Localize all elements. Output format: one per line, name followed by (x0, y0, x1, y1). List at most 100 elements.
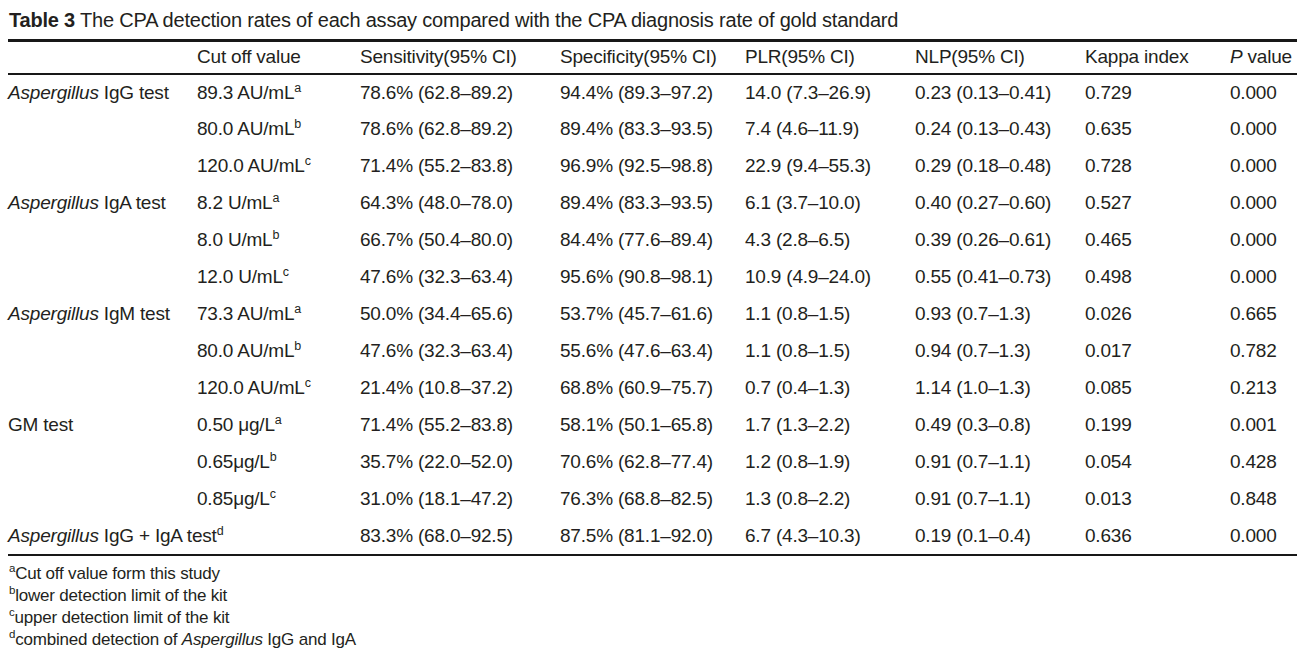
cell-sensitivity: 47.6% (32.3–63.4) (360, 259, 560, 296)
cell-plr: 1.3 (0.8–2.2) (745, 481, 915, 518)
cell-cutoff: 8.0 U/mLb (197, 222, 360, 259)
cell-assay (8, 481, 197, 518)
cell-nlp: 0.94 (0.7–1.3) (915, 333, 1085, 370)
assay-name: IgM test (99, 303, 170, 324)
footnote-text: combined detection of (15, 630, 182, 649)
pvalue-rest: value (1242, 46, 1292, 67)
cell-sensitivity: 71.4% (55.2–83.8) (360, 407, 560, 444)
cell-plr: 7.4 (4.6–11.9) (745, 111, 915, 148)
cell-kappa: 0.636 (1085, 518, 1230, 555)
cell-specificity: 53.7% (45.7–61.6) (560, 296, 745, 333)
table-row: Aspergillus IgA test 8.2 U/mLa 64.3% (48… (8, 185, 1297, 222)
cell-nlp: 0.91 (0.7–1.1) (915, 444, 1085, 481)
cell-plr: 1.2 (0.8–1.9) (745, 444, 915, 481)
cell-nlp: 0.39 (0.26–0.61) (915, 222, 1085, 259)
cell-plr: 10.9 (4.9–24.0) (745, 259, 915, 296)
cell-specificity: 96.9% (92.5–98.8) (560, 148, 745, 185)
cell-pvalue: 0.000 (1230, 185, 1297, 222)
cell-pvalue: 0.000 (1230, 148, 1297, 185)
footnote-text: lower detection limit of the kit (15, 586, 227, 605)
cell-plr: 22.9 (9.4–55.3) (745, 148, 915, 185)
cell-nlp: 1.14 (1.0–1.3) (915, 370, 1085, 407)
assay-name: IgA test (99, 192, 166, 213)
cell-assay: Aspergillus IgM test (8, 296, 197, 333)
footnote: cupper detection limit of the kit (9, 607, 1297, 629)
cutoff-footnote-marker: b (294, 117, 301, 131)
table-row: 0.65μg/Lb 35.7% (22.0–52.0) 70.6% (62.8–… (8, 444, 1297, 481)
cell-nlp: 0.49 (0.3–0.8) (915, 407, 1085, 444)
cell-specificity: 95.6% (90.8–98.1) (560, 259, 745, 296)
column-header-specificity: Specificity(95% CI) (560, 41, 745, 74)
table-number: Table 3 (9, 9, 75, 31)
cell-nlp: 0.91 (0.7–1.1) (915, 481, 1085, 518)
cell-pvalue: 0.428 (1230, 444, 1297, 481)
cell-pvalue: 0.001 (1230, 407, 1297, 444)
assay-name: IgG test (99, 82, 169, 103)
cell-nlp: 0.55 (0.41–0.73) (915, 259, 1085, 296)
cutoff-value: 0.65μg/L (197, 451, 270, 472)
cell-specificity: 94.4% (89.3–97.2) (560, 74, 745, 111)
cell-cutoff: 80.0 AU/mLb (197, 111, 360, 148)
cell-sensitivity: 78.6% (62.8–89.2) (360, 74, 560, 111)
cutoff-value: 120.0 AU/mL (197, 377, 305, 398)
cell-nlp: 0.19 (0.1–0.4) (915, 518, 1085, 555)
cell-plr: 4.3 (2.8–6.5) (745, 222, 915, 259)
assay-genus: Aspergillus (8, 192, 99, 213)
cell-pvalue: 0.000 (1230, 74, 1297, 111)
cell-kappa: 0.635 (1085, 111, 1230, 148)
cell-sensitivity: 71.4% (55.2–83.8) (360, 148, 560, 185)
cell-sensitivity: 78.6% (62.8–89.2) (360, 111, 560, 148)
cutoff-footnote-marker: b (270, 450, 277, 464)
cell-plr: 1.7 (1.3–2.2) (745, 407, 915, 444)
cell-kappa: 0.026 (1085, 296, 1230, 333)
cell-kappa: 0.465 (1085, 222, 1230, 259)
cell-kappa: 0.085 (1085, 370, 1230, 407)
column-header-nlp: NLP(95% CI) (915, 41, 1085, 74)
table-row: Aspergillus IgG test 89.3 AU/mLa 78.6% (… (8, 74, 1297, 111)
cell-sensitivity: 64.3% (48.0–78.0) (360, 185, 560, 222)
cutoff-value: 0.50 μg/L (197, 414, 275, 435)
column-header-kappa: Kappa index (1085, 41, 1230, 74)
cell-plr: 6.7 (4.3–10.3) (745, 518, 915, 555)
cell-cutoff: 120.0 AU/mLc (197, 370, 360, 407)
footnote-italic-text: Aspergillus (182, 630, 263, 649)
assay-name: GM test (8, 414, 73, 435)
cell-cutoff: 80.0 AU/mLb (197, 333, 360, 370)
cell-assay: Aspergillus IgG test (8, 74, 197, 111)
cutoff-footnote-marker: c (283, 265, 289, 279)
cell-cutoff: 0.85μg/Lc (197, 481, 360, 518)
cell-pvalue: 0.000 (1230, 111, 1297, 148)
cell-specificity: 68.8% (60.9–75.7) (560, 370, 745, 407)
cell-kappa: 0.013 (1085, 481, 1230, 518)
cell-kappa: 0.729 (1085, 74, 1230, 111)
table-row: 80.0 AU/mLb 47.6% (32.3–63.4) 55.6% (47.… (8, 333, 1297, 370)
cell-pvalue: 0.000 (1230, 222, 1297, 259)
cell-pvalue: 0.665 (1230, 296, 1297, 333)
cutoff-value: 0.85μg/L (197, 488, 270, 509)
column-header-cutoff: Cut off value (197, 41, 360, 74)
footnote: blower detection limit of the kit (9, 585, 1297, 607)
cell-pvalue: 0.782 (1230, 333, 1297, 370)
assay-footnote-marker: d (217, 523, 224, 537)
cell-kappa: 0.199 (1085, 407, 1230, 444)
table-footnotes: aCut off value form this study blower de… (8, 556, 1297, 651)
cell-kappa: 0.527 (1085, 185, 1230, 222)
cutoff-footnote-marker: c (305, 376, 311, 390)
cell-nlp: 0.29 (0.18–0.48) (915, 148, 1085, 185)
cell-assay (8, 333, 197, 370)
assay-name: IgG + IgA test (99, 525, 217, 546)
cell-nlp: 0.23 (0.13–0.41) (915, 74, 1085, 111)
assay-genus: Aspergillus (8, 303, 99, 324)
cutoff-footnote-marker: a (273, 191, 280, 205)
cutoff-value: 12.0 U/mL (197, 266, 283, 287)
cell-nlp: 0.93 (0.7–1.3) (915, 296, 1085, 333)
cell-sensitivity: 66.7% (50.4–80.0) (360, 222, 560, 259)
cell-assay (8, 111, 197, 148)
table-row: 12.0 U/mLc 47.6% (32.3–63.4) 95.6% (90.8… (8, 259, 1297, 296)
table-title: Table 3 The CPA detection rates of each … (8, 6, 1297, 39)
table-row: 120.0 AU/mLc 71.4% (55.2–83.8) 96.9% (92… (8, 148, 1297, 185)
cutoff-value: 80.0 AU/mL (197, 118, 294, 139)
cell-cutoff: 73.3 AU/mLa (197, 296, 360, 333)
cutoff-value: 89.3 AU/mL (197, 82, 294, 103)
cell-cutoff: 0.50 μg/La (197, 407, 360, 444)
